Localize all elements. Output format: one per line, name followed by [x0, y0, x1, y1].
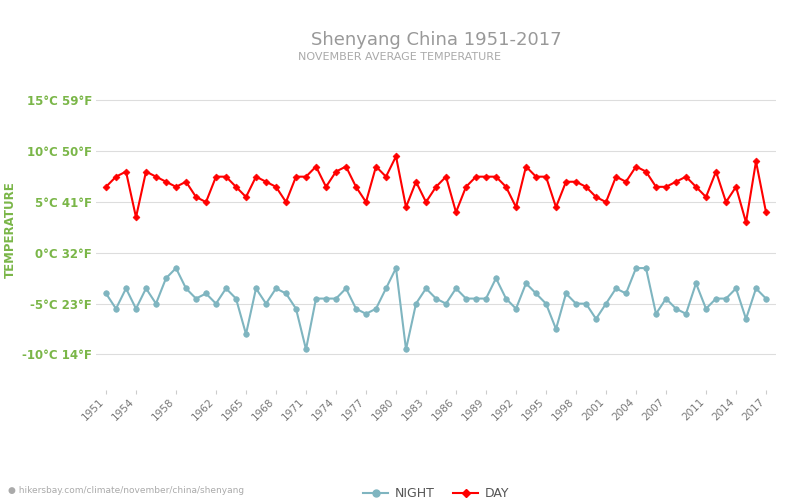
DAY — [151, 174, 161, 180]
NIGHT — [191, 296, 201, 302]
Y-axis label: TEMPERATURE: TEMPERATURE — [3, 182, 17, 278]
DAY — [181, 178, 191, 184]
DAY — [611, 174, 621, 180]
NIGHT — [301, 346, 310, 352]
DAY — [411, 178, 421, 184]
Legend: NIGHT, DAY: NIGHT, DAY — [358, 482, 514, 500]
DAY — [741, 220, 750, 226]
NIGHT — [421, 286, 430, 292]
Text: NOVEMBER AVERAGE TEMPERATURE: NOVEMBER AVERAGE TEMPERATURE — [298, 52, 502, 62]
DAY — [391, 154, 401, 160]
NIGHT — [391, 265, 401, 271]
DAY — [762, 209, 771, 215]
NIGHT — [171, 265, 181, 271]
Line: DAY: DAY — [103, 154, 769, 225]
NIGHT — [101, 290, 110, 296]
NIGHT — [151, 300, 161, 306]
Text: ● hikersbay.com/climate/november/china/shenyang: ● hikersbay.com/climate/november/china/s… — [8, 486, 244, 495]
NIGHT — [621, 290, 630, 296]
NIGHT — [722, 296, 731, 302]
DAY — [371, 164, 381, 170]
NIGHT — [762, 296, 771, 302]
DAY — [711, 168, 721, 174]
Title: Shenyang China 1951-2017: Shenyang China 1951-2017 — [310, 31, 562, 49]
DAY — [101, 184, 110, 190]
Line: NIGHT: NIGHT — [103, 266, 769, 352]
